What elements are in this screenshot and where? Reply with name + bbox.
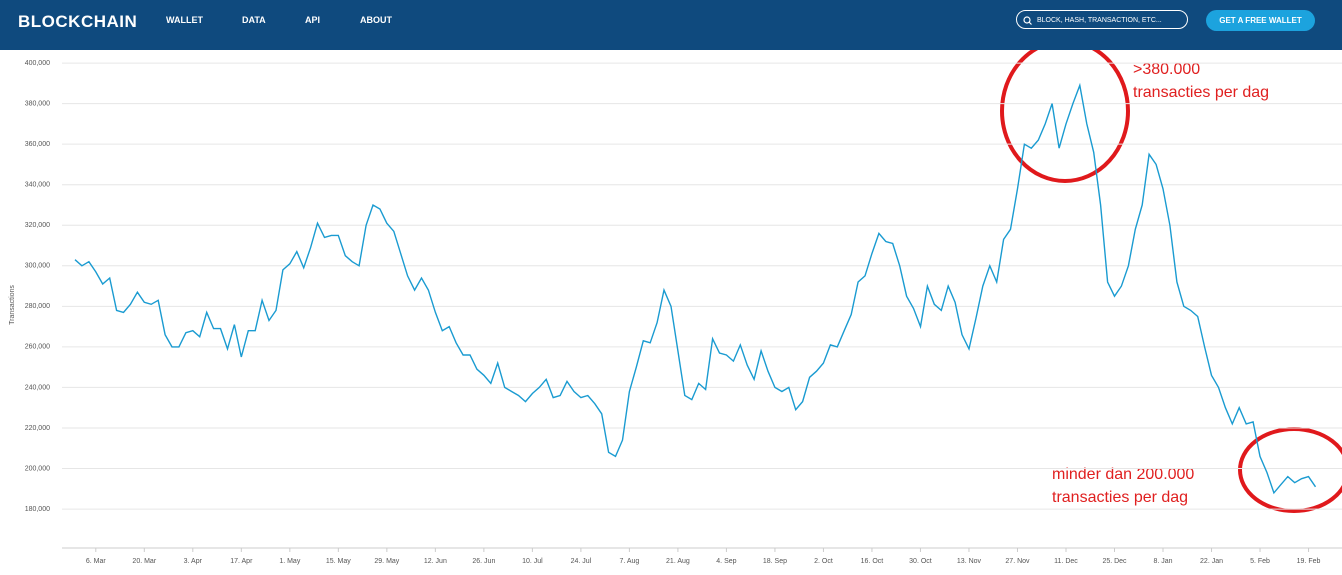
y-tick-label: 300,000 <box>25 263 50 270</box>
annotation: minder dan 200.000 <box>1052 466 1194 483</box>
annotation: transacties per dag <box>1133 84 1269 101</box>
y-axis-label: Transactions <box>9 285 16 325</box>
y-tick-label: 240,000 <box>25 384 50 391</box>
x-tick-label: 21. Aug <box>666 558 690 565</box>
x-tick-label: 30. Oct <box>909 558 932 565</box>
x-tick-label: 29. May <box>374 558 399 565</box>
highlight-circle <box>1238 427 1342 513</box>
annotation: transacties per dag <box>1052 489 1188 506</box>
nav-link[interactable]: WALLET <box>166 15 203 25</box>
search-placeholder: BLOCK, HASH, TRANSACTION, ETC... <box>1037 17 1162 24</box>
x-tick-label: 7. Aug <box>619 558 639 565</box>
x-tick-label: 24. Jul <box>571 558 592 565</box>
data-line <box>74 82 1317 495</box>
x-tick-label: 4. Sep <box>716 558 736 565</box>
x-tick-label: 15. May <box>326 558 351 565</box>
y-tick-label: 320,000 <box>25 222 50 229</box>
highlight-circle <box>1000 50 1130 183</box>
x-tick-label: 25. Dec <box>1102 558 1127 565</box>
annotation: >380.000 <box>1133 61 1200 78</box>
x-tick-label: 6. Mar <box>86 558 107 565</box>
x-tick-label: 8. Jan <box>1153 558 1172 565</box>
x-tick-label: 22. Jan <box>1200 558 1223 565</box>
x-tick-label: 17. Apr <box>230 558 253 565</box>
x-tick-label: 3. Apr <box>184 558 203 565</box>
x-tick-label: 26. Jun <box>472 558 495 565</box>
x-tick-label: 10. Jul <box>522 558 543 565</box>
chart: Transactions >380.000 transacties per da… <box>9 50 1342 565</box>
y-tick-label: 360,000 <box>25 141 50 148</box>
nav-link[interactable]: DATA <box>242 15 266 25</box>
x-tick-label: 13. Nov <box>957 558 982 565</box>
x-tick-label: 19. Feb <box>1297 558 1321 565</box>
x-tick-label: 12. Jun <box>424 558 447 565</box>
search-icon <box>1023 16 1032 25</box>
x-tick-label: 20. Mar <box>132 558 156 565</box>
y-tick-label: 260,000 <box>25 344 50 351</box>
x-tick-label: 18. Sep <box>763 558 787 565</box>
logo[interactable]: BLOCKCHAIN <box>18 12 138 31</box>
search-box[interactable]: BLOCK, HASH, TRANSACTION, ETC... <box>1016 10 1188 29</box>
x-tick-label: 16. Oct <box>861 558 884 565</box>
top-bar: BLOCKCHAIN WALLET DATA API ABOUT BLOCK, … <box>0 0 1342 50</box>
y-tick-label: 220,000 <box>25 425 50 432</box>
nav-link[interactable]: ABOUT <box>360 15 392 25</box>
y-tick-label: 340,000 <box>25 182 50 189</box>
x-tick-label: 11. Dec <box>1054 558 1078 565</box>
y-tick-label: 380,000 <box>25 100 50 107</box>
y-tick-label: 180,000 <box>25 506 50 513</box>
y-tick-label: 200,000 <box>25 465 50 472</box>
y-tick-label: 400,000 <box>25 60 50 67</box>
x-tick-label: 27. Nov <box>1005 558 1030 565</box>
x-tick-label: 2. Oct <box>814 558 833 565</box>
y-tick-label: 280,000 <box>25 303 50 310</box>
x-tick-label: 5. Feb <box>1250 558 1270 565</box>
wallet-button[interactable]: GET A FREE WALLET <box>1206 10 1315 31</box>
nav-link[interactable]: API <box>305 15 321 25</box>
x-tick-label: 1. May <box>279 558 301 565</box>
